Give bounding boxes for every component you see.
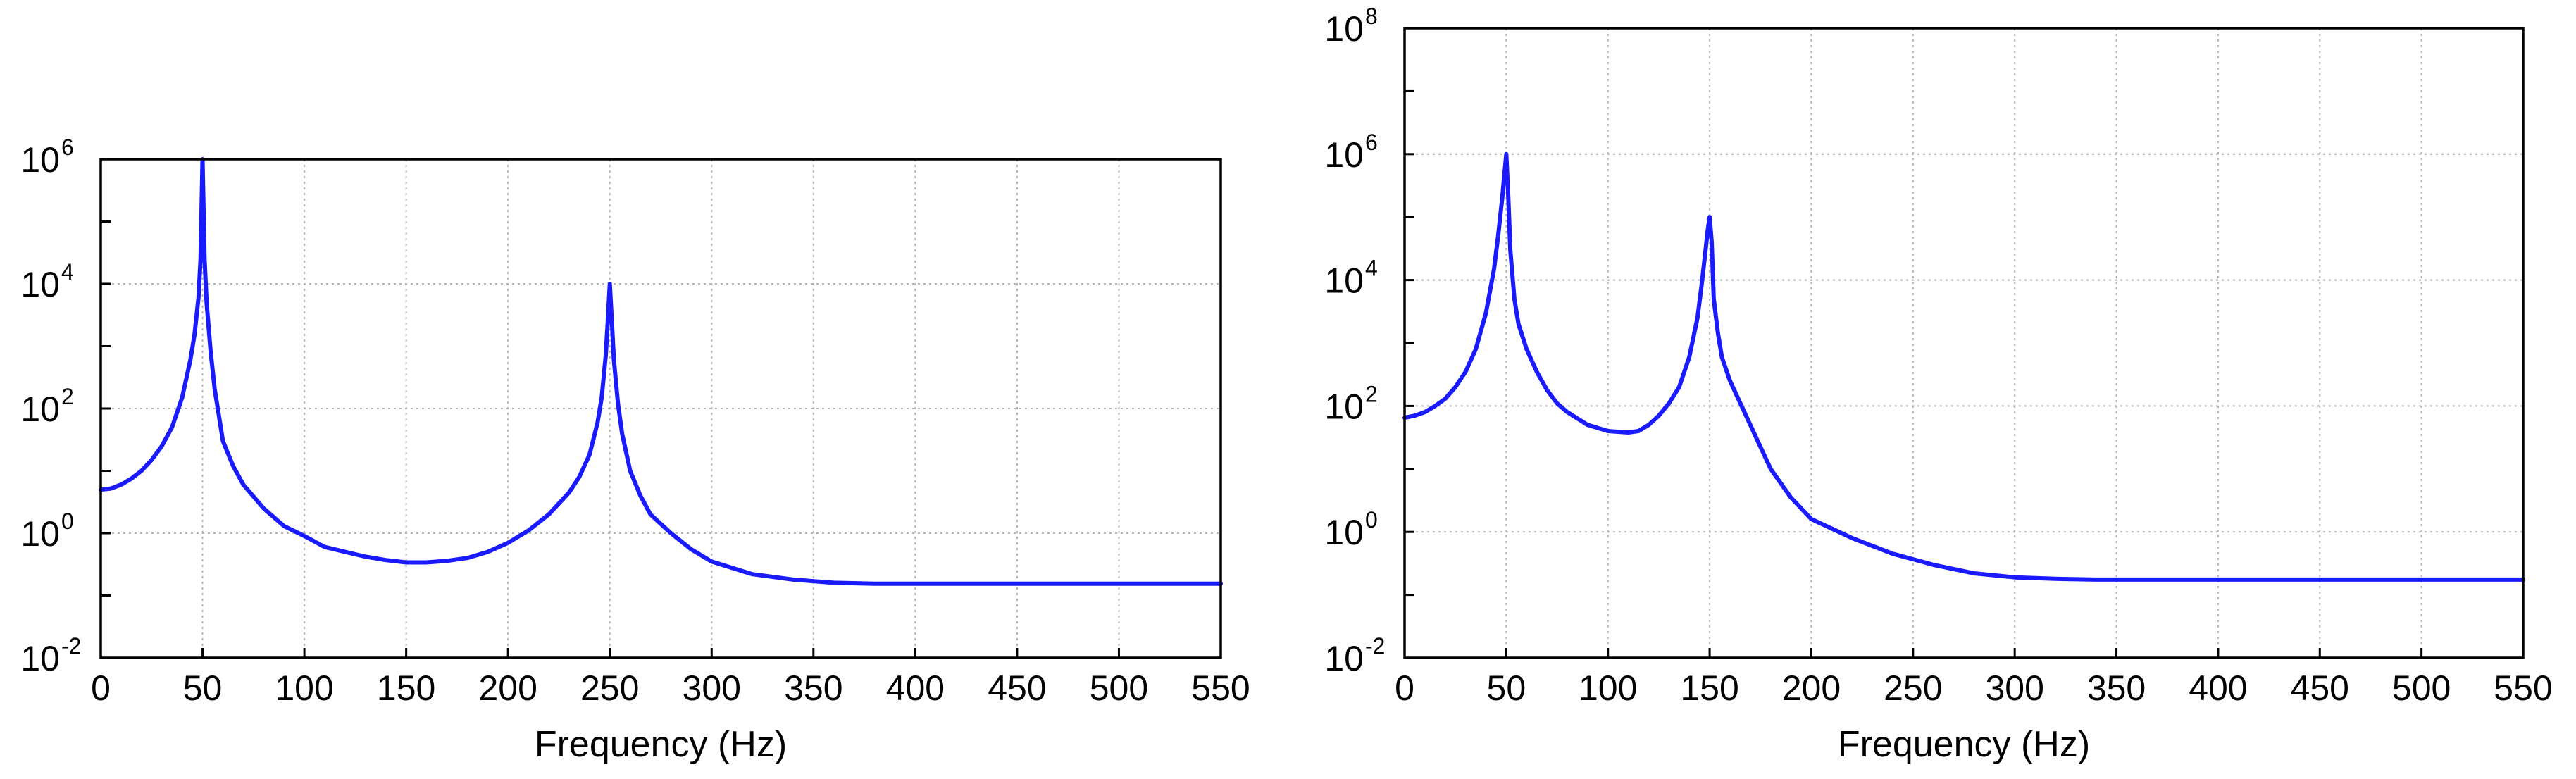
y-tick-label: 10	[20, 265, 60, 304]
x-tick-label: 50	[183, 668, 223, 708]
y-tick-label: 10	[1324, 513, 1364, 552]
x-axis-title: Frequency (Hz)	[1838, 724, 2090, 765]
y-tick-exponent: 4	[1365, 256, 1378, 281]
x-tick-label: 500	[2392, 668, 2451, 708]
y-tick-exponent: 6	[1365, 130, 1378, 155]
x-tick-label: 550	[2494, 668, 2552, 708]
y-tick-exponent: 0	[1365, 507, 1378, 532]
y-tick-exponent: 0	[61, 509, 74, 534]
x-tick-label: 300	[1985, 668, 2043, 708]
x-tick-label: 250	[580, 668, 639, 708]
y-tick-label: 10	[20, 514, 60, 554]
x-tick-label: 400	[2189, 668, 2247, 708]
y-tick-label: 10	[1324, 387, 1364, 426]
plot-frame	[99, 158, 1222, 659]
x-axis-title: Frequency (Hz)	[535, 724, 787, 765]
y-tick-exponent: -2	[1365, 633, 1385, 659]
y-tick-label: 10	[20, 639, 60, 678]
x-tick-label: 100	[1579, 668, 1637, 708]
x-tick-label: 450	[988, 668, 1046, 708]
x-tick-label: 0	[1395, 668, 1414, 708]
x-tick-label: 200	[1782, 668, 1841, 708]
x-tick-label: 0	[91, 668, 111, 708]
y-tick-exponent: 8	[1365, 4, 1378, 29]
y-tick-exponent: 6	[61, 135, 74, 160]
series-line	[99, 157, 1223, 586]
y-tick-label: 10	[1324, 135, 1364, 175]
x-tick-label: 100	[275, 668, 333, 708]
x-tick-label: 450	[2291, 668, 2349, 708]
plot-frame	[1403, 27, 2525, 659]
x-tick-label: 400	[886, 668, 945, 708]
x-tick-label: 300	[683, 668, 741, 708]
y-tick-exponent: -2	[61, 633, 81, 659]
x-tick-label: 50	[1487, 668, 1526, 708]
x-tick-label: 500	[1090, 668, 1148, 708]
x-tick-label: 350	[784, 668, 842, 708]
x-tick-label: 250	[1884, 668, 1942, 708]
y-tick-exponent: 2	[1365, 381, 1378, 406]
x-tick-label: 350	[2087, 668, 2146, 708]
x-tick-label: 200	[478, 668, 537, 708]
x-tick-label: 150	[377, 668, 435, 708]
series-line	[1402, 151, 2525, 582]
x-tick-label: 150	[1680, 668, 1738, 708]
y-tick-label: 10	[1324, 261, 1364, 301]
y-tick-exponent: 2	[61, 384, 74, 409]
y-tick-exponent: 4	[61, 259, 74, 285]
y-tick-label: 10	[1324, 639, 1364, 678]
y-tick-label: 10	[20, 140, 60, 180]
y-tick-label: 10	[20, 390, 60, 429]
y-tick-label: 10	[1324, 9, 1364, 49]
x-tick-label: 550	[1191, 668, 1250, 708]
